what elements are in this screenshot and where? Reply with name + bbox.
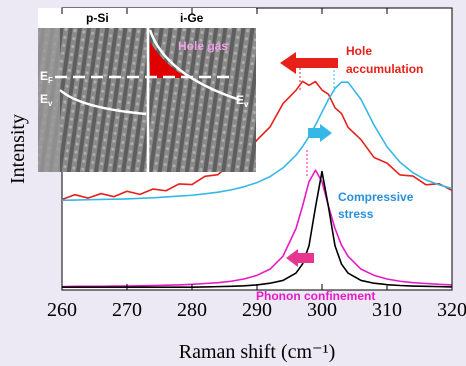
x-axis-label: Raman shift (cm⁻¹) [179,341,336,363]
inset-label: p-Si [86,11,109,25]
page: {"chart_data": {"type": "line", "xlabel"… [0,0,466,366]
y-axis-label: Intensity [7,114,29,184]
inset: p-Si i-Ge Hole gas EF Ev Ev [38,8,256,172]
x-tick-label: 290 [242,299,272,321]
annotation: stress [338,207,374,221]
x-tick-label: 300 [307,299,337,321]
x-tick-label: 260 [47,299,77,321]
chart: p-Si i-Ge Hole gas EF Ev Ev Hole accumul… [0,0,466,366]
subscript: v [244,100,249,109]
annotation: Hole [346,44,372,58]
x-tick-label: 280 [177,299,207,321]
subscript: F [48,76,53,85]
symbol: E [236,93,244,107]
annotation: accumulation [346,62,423,76]
subscript: v [48,99,53,108]
x-tick-label: 310 [372,299,402,321]
symbol: E [40,69,48,83]
hole-gas-label: Hole gas [178,39,228,53]
x-tick-label: 320 [437,299,466,321]
symbol: E [40,92,48,106]
x-tick-label: 270 [112,299,142,321]
annotation: Compressive [338,190,414,204]
